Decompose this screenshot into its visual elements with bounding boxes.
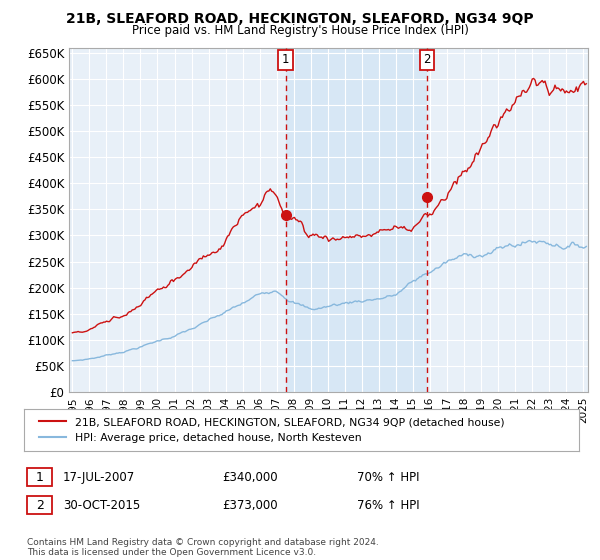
Legend: 21B, SLEAFORD ROAD, HECKINGTON, SLEAFORD, NG34 9QP (detached house), HPI: Averag: 21B, SLEAFORD ROAD, HECKINGTON, SLEAFORD… [35,412,509,447]
Text: 70% ↑ HPI: 70% ↑ HPI [357,470,419,484]
Text: 2: 2 [423,53,431,66]
Text: £340,000: £340,000 [222,470,278,484]
Text: 1: 1 [35,470,44,484]
Text: Contains HM Land Registry data © Crown copyright and database right 2024.
This d: Contains HM Land Registry data © Crown c… [27,538,379,557]
Text: 1: 1 [282,53,290,66]
Text: Price paid vs. HM Land Registry's House Price Index (HPI): Price paid vs. HM Land Registry's House … [131,24,469,36]
Bar [286,48,427,392]
Text: £373,000: £373,000 [222,498,278,512]
Text: 2: 2 [35,498,44,512]
Text: 76% ↑ HPI: 76% ↑ HPI [357,498,419,512]
Text: 21B, SLEAFORD ROAD, HECKINGTON, SLEAFORD, NG34 9QP: 21B, SLEAFORD ROAD, HECKINGTON, SLEAFORD… [66,12,534,26]
Text: 30-OCT-2015: 30-OCT-2015 [63,498,140,512]
Text: 17-JUL-2007: 17-JUL-2007 [63,470,135,484]
